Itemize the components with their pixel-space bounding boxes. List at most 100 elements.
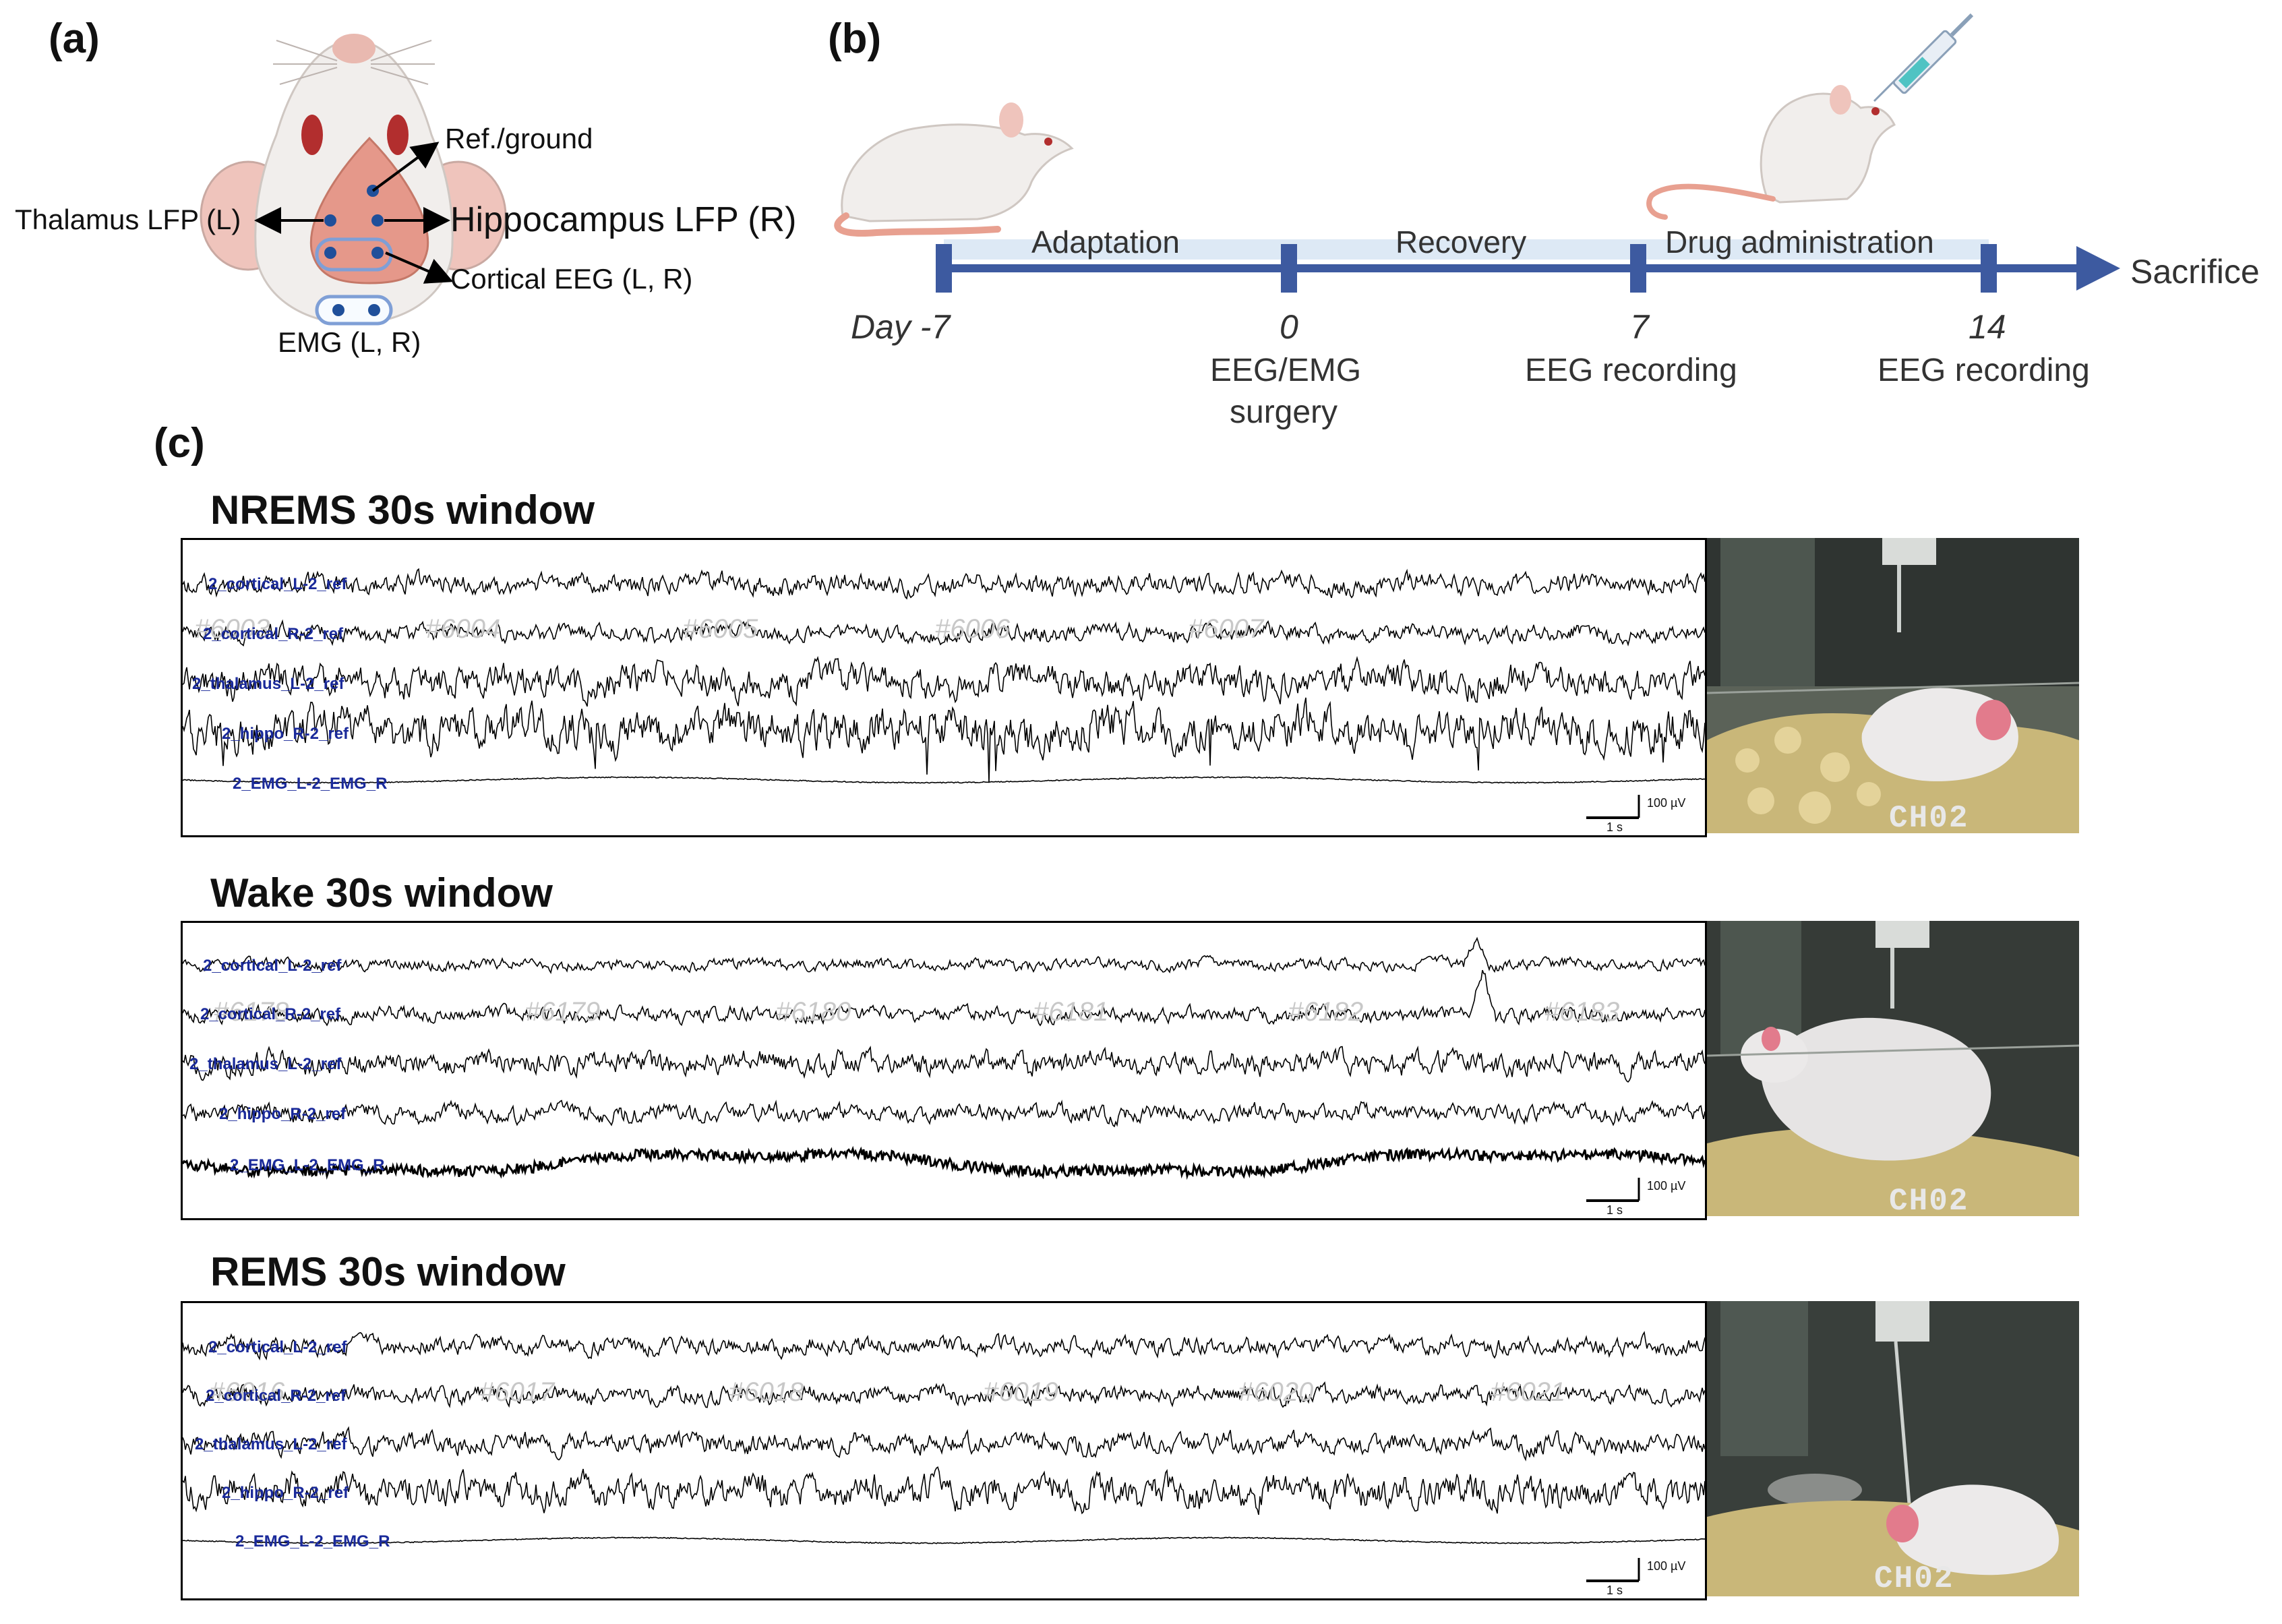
panel-c-label: (c) [154, 420, 205, 467]
electrode-cortical-r [371, 247, 384, 259]
channel-label-cortical-r: 2_cortical_R-2_ref [206, 1387, 347, 1405]
camera-label: CH02 [1889, 1184, 1969, 1216]
scale-bar-amplitude: 100 µV [1647, 1559, 1686, 1573]
channel-label-cortical-l: 2_cortical_L-2_ref [208, 1338, 347, 1356]
event-recording-day7: EEG recording [1525, 353, 1737, 388]
epoch-label: #6183 [1544, 997, 1620, 1027]
scale-bar-time: 1 s [1607, 1584, 1623, 1597]
eeg-trace-line [183, 1046, 1705, 1083]
channel-label-thalamus-l: 2_thalamus_L-2_ref [192, 675, 344, 693]
eeg-trace-line [183, 568, 1705, 600]
camera-label: CH02 [1889, 801, 1969, 833]
video-frame-nrems: CH02 [1707, 538, 2079, 833]
channel-label-thalamus-l: 2_thalamus_L-2_ref [195, 1435, 347, 1453]
timeline-tick-day14 [1981, 244, 1997, 293]
scale-bar [1586, 1558, 1640, 1582]
scale-bar [1586, 1178, 1640, 1202]
channel-label-cortical-l: 2_cortical_L-2_ref [208, 575, 347, 593]
eeg-trace-line [183, 1466, 1705, 1515]
timeline-tick-day7 [1630, 244, 1646, 293]
window-title-rems: REMS 30s window [210, 1249, 566, 1294]
epoch-label: #6179 [525, 997, 601, 1027]
rat-eye-left [301, 115, 323, 155]
day-14-label: 14 [1969, 308, 2006, 346]
channel-label-hippo-r: 2_hippo_R-2_ref [219, 1105, 347, 1123]
eeg-traces-nrems [183, 568, 1705, 784]
arrow-cortical [385, 251, 454, 284]
electrode-cortical-l [324, 247, 336, 259]
channel-label-emg: 2_EMG_L-2_EMG_R [230, 1156, 385, 1174]
epoch-label: #6003 [195, 614, 270, 644]
timeline-end-sacrifice: Sacrifice [2130, 253, 2260, 291]
eeg-trace-line [183, 936, 1705, 974]
epoch-label: #6020 [1238, 1377, 1314, 1407]
rat-walking-illustration [834, 102, 1074, 237]
epoch-label: #6006 [935, 614, 1011, 644]
label-cortical-eeg: Cortical EEG (L, R) [450, 263, 693, 295]
window-title-wake: Wake 30s window [210, 870, 553, 915]
window-title-nrems: NREMS 30s window [210, 487, 595, 533]
scale-bar-amplitude: 100 µV [1647, 796, 1686, 810]
label-emg: EMG (L, R) [278, 326, 421, 358]
electrode-hippocampus [371, 214, 384, 227]
skull-window [309, 136, 429, 284]
trace-window-nrems: #6003 #6004 #6005 #6006 #6007 2_cortical… [181, 538, 1707, 837]
eeg-trace-line [183, 1536, 1705, 1544]
camera-label: CH02 [1874, 1561, 1954, 1596]
channel-label-emg: 2_EMG_L-2_EMG_R [233, 775, 388, 793]
channel-label-thalamus-l: 2_thalamus_L-2_ref [189, 1055, 342, 1073]
label-hippocampus-lfp: Hippocampus LFP (R) [450, 200, 797, 239]
rat-injection-illustration [1646, 13, 1974, 220]
epoch-label: #6180 [776, 997, 851, 1027]
cortical-electrode-holder [315, 237, 393, 272]
eeg-trace-line [183, 1381, 1705, 1408]
emg-electrode-holder [315, 295, 393, 326]
cage-scene-awake-rat [1707, 921, 2079, 1216]
electrode-emg-r [368, 304, 380, 316]
event-surgery-line1: EEG/EMG [1210, 353, 1362, 388]
event-recording-day14: EEG recording [1878, 353, 2090, 388]
epoch-label: #6016 [210, 1377, 285, 1407]
panel-a-label: (a) [49, 16, 100, 62]
eeg-trace-line [183, 1331, 1705, 1361]
trace-window-rems: #6016 #6017 #6018 #6019 #6020 #6021 2_co… [181, 1301, 1707, 1600]
rat-eye-right [387, 115, 409, 155]
epoch-label: #6017 [479, 1377, 555, 1407]
rat-head [254, 39, 454, 325]
scale-bar-time: 1 s [1607, 820, 1623, 834]
cage-scene-sleeping-rat [1707, 538, 2079, 833]
epoch-label: #6019 [984, 1377, 1059, 1407]
scale-bar [1586, 795, 1640, 819]
label-ref-ground: Ref./ground [445, 123, 593, 154]
epoch-label: #6021 [1491, 1377, 1566, 1407]
epoch-label: #6018 [729, 1377, 804, 1407]
epoch-label: #6005 [683, 614, 758, 644]
trace-window-wake: #6178 #6179 #6180 #6181 #6182 #6183 2_co… [181, 921, 1707, 1220]
phase-adaptation: Adaptation [1031, 224, 1180, 260]
video-frame-rems: CH02 [1707, 1301, 2079, 1596]
epoch-label: #6178 [214, 997, 289, 1027]
scale-bar-amplitude: 100 µV [1647, 1179, 1686, 1193]
electrode-emg-l [332, 304, 344, 316]
channel-label-cortical-l: 2_cortical_L-2_ref [203, 957, 342, 975]
phase-drug-administration: Drug administration [1665, 224, 1934, 260]
eeg-traces-rems [183, 1331, 1705, 1544]
day-0-label: 0 [1280, 308, 1298, 346]
phase-recovery: Recovery [1395, 224, 1527, 260]
scale-bar-time: 1 s [1607, 1203, 1623, 1217]
electrode-ref [367, 185, 379, 197]
rat-whiskers [273, 40, 435, 85]
eeg-trace-line [183, 619, 1705, 646]
day-minus7-label: Day -7 [851, 308, 951, 346]
eeg-trace-line [183, 1145, 1705, 1180]
eeg-trace-line [183, 655, 1705, 707]
label-thalamus-lfp: Thalamus LFP (L) [15, 204, 241, 235]
day-7-label: 7 [1630, 308, 1649, 346]
timeline-tick-day0 [1281, 244, 1297, 293]
timeline-arrowhead [2076, 246, 2120, 291]
timeline-tick-day-7 [936, 244, 952, 293]
epoch-label: #6004 [425, 614, 501, 644]
event-surgery-line2: surgery [1230, 394, 1338, 430]
eeg-trace-line [183, 776, 1705, 784]
epoch-label: #6182 [1288, 997, 1364, 1027]
